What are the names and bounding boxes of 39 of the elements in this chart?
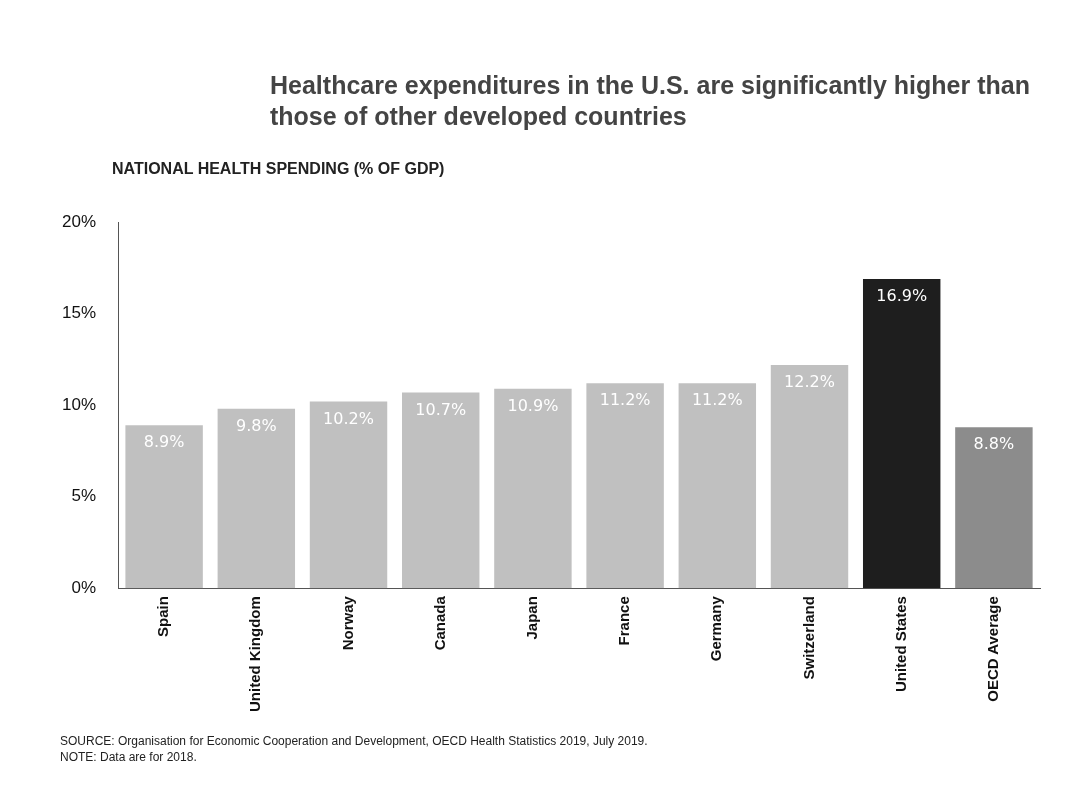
chart-title: Healthcare expenditures in the U.S. are significantly higher than those of other developed countries xyxy=(270,70,1031,132)
data-label: 10.2% xyxy=(323,408,374,428)
y-tick-label: 0% xyxy=(71,577,97,597)
x-tick-label: Switzerland xyxy=(799,596,817,680)
y-tick-label: 15% xyxy=(61,303,97,323)
source-note: SOURCE: Organisation for Economic Cooperation and Development, OECD Health Statistics 2019, July 2019. xyxy=(60,733,648,749)
y-tick-label: 5% xyxy=(71,486,97,506)
data-label: 12.2% xyxy=(784,372,835,392)
data-label: 11.2% xyxy=(691,390,743,410)
bar xyxy=(125,425,203,589)
bar xyxy=(217,408,296,589)
x-tick-label: Japan xyxy=(523,596,541,640)
data-label: 10.7% xyxy=(415,399,467,419)
data-label: 11.2% xyxy=(599,390,651,410)
x-tick-label: Canada xyxy=(430,595,448,651)
data-label: 8.8% xyxy=(973,434,1015,454)
text: NOTE: Data are for 2018. xyxy=(60,749,198,765)
bar xyxy=(678,383,757,589)
bar xyxy=(770,364,849,589)
x-tick-label: Germany xyxy=(707,595,725,662)
data-label: 10.9% xyxy=(507,395,559,415)
x-tick-label: OECD Average xyxy=(984,596,1002,702)
data-label: 8.9% xyxy=(143,432,185,452)
x-tick-label: Spain xyxy=(154,596,172,638)
x-tick-label: Norway xyxy=(338,595,356,651)
bar xyxy=(586,383,664,589)
bar xyxy=(401,392,480,589)
x-tick-label: France xyxy=(615,596,633,646)
bar xyxy=(494,388,572,589)
x-tick-label: United States xyxy=(891,596,909,693)
data-label: 16.9% xyxy=(876,286,928,306)
y-tick-label: 20% xyxy=(61,211,97,231)
y-axis-title: NATIONAL HEALTH SPENDING (% OF GDP) xyxy=(112,160,445,178)
y-tick-label: 10% xyxy=(61,394,97,414)
bar xyxy=(309,401,388,589)
bar xyxy=(955,427,1033,589)
x-tick-label: United Kingdom xyxy=(246,596,264,713)
data-label: 9.8% xyxy=(235,416,277,436)
bar xyxy=(862,278,941,589)
